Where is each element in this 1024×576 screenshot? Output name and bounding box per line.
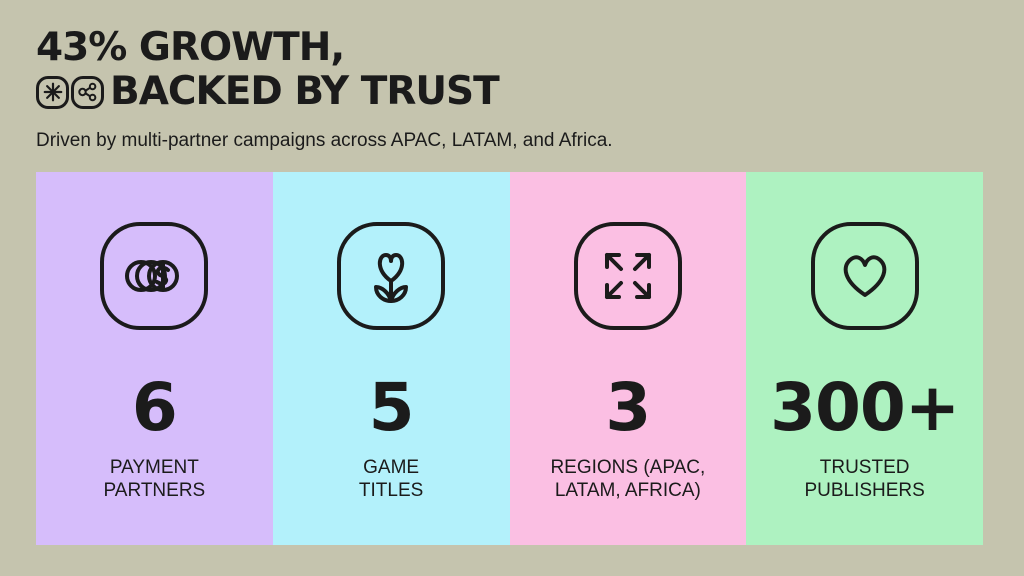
stat-panel-regions: 3 REGIONS (APAC, LATAM, AFRICA) (509, 172, 747, 545)
stat-value: 300+ (770, 369, 960, 446)
headline: 43% GROWTH, BACKED B (36, 25, 500, 114)
stat-value: 5 (368, 369, 415, 446)
stat-panel-trusted-publishers: 300+ TRUSTED PUBLISHERS (746, 172, 983, 545)
stat-label: PAYMENT PARTNERS (103, 457, 206, 501)
subtitle: Driven by multi-partner campaigns across… (36, 130, 613, 151)
stats-panels: 6 PAYMENT PARTNERS 5 GAME TITLES (36, 172, 983, 545)
headline-badges (36, 75, 106, 109)
network-nodes-icon (71, 75, 104, 109)
expand-arrows-icon (573, 222, 682, 330)
headline-line-2: BACKED BY TRUST (36, 69, 500, 114)
stat-label: TRUSTED PUBLISHERS (804, 457, 925, 501)
heart-icon (810, 222, 919, 330)
headline-line-2-text: BACKED BY TRUST (110, 69, 500, 114)
stat-label: GAME TITLES (358, 457, 424, 501)
sparkle-icon (36, 75, 69, 109)
headline-line-1: 43% GROWTH, (36, 25, 345, 70)
stat-panel-game-titles: 5 GAME TITLES (272, 172, 510, 545)
coins-dollar-icon (100, 222, 209, 330)
stat-value: 6 (131, 369, 178, 446)
stat-label: REGIONS (APAC, LATAM, AFRICA) (550, 457, 706, 501)
stat-panel-payment-partners: 6 PAYMENT PARTNERS (36, 172, 273, 545)
stat-value: 3 (605, 369, 651, 446)
heart-flower-icon (337, 222, 446, 330)
